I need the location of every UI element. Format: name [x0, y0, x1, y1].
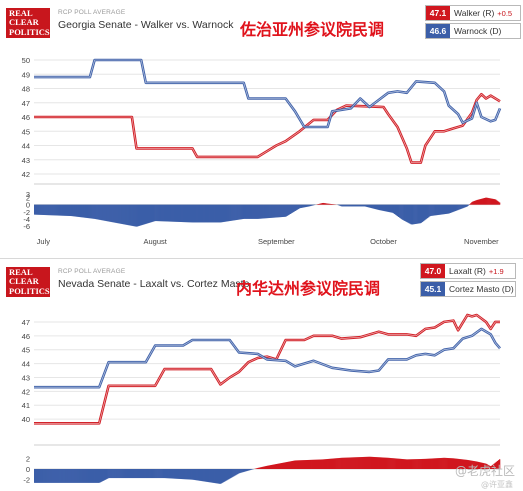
- y-tick-label: 46: [22, 332, 30, 341]
- y-tick-label: 44: [22, 360, 30, 369]
- x-tick-label: September: [258, 237, 295, 246]
- legend-rep-name: Laxalt (R): [449, 266, 486, 276]
- spread-tick-label: -6: [23, 222, 30, 231]
- x-tick-label: November: [464, 237, 499, 246]
- legend: 47.0 Laxalt (R)+1.9 45.1 Cortez Masto (D…: [420, 263, 516, 299]
- y-tick-label: 42: [22, 170, 30, 179]
- y-tick-label: 41: [22, 401, 30, 410]
- y-tick-label: 40: [22, 415, 30, 424]
- legend-dem: 46.6 Warnock (D): [425, 23, 521, 39]
- x-tick-label: July: [37, 237, 51, 246]
- poll-average-label: RCP POLL AVERAGE: [58, 9, 125, 16]
- series-line: [34, 94, 500, 162]
- y-tick-label: 49: [22, 70, 30, 79]
- y-tick-label: 45: [22, 127, 30, 136]
- legend-rep-spread: +1.9: [489, 267, 504, 276]
- y-tick-label: 46: [22, 113, 30, 122]
- chinese-title: 佐治亚州参议院民调: [240, 16, 384, 40]
- poll-average-label: RCP POLL AVERAGE: [58, 268, 125, 275]
- series-line: [34, 315, 500, 423]
- georgia-poll-panel: REAL CLEAR POLITICS RCP POLL AVERAGE Geo…: [0, 0, 523, 256]
- chinese-title: 内华达州参议院民调: [236, 275, 380, 299]
- series-line: [34, 329, 500, 387]
- legend-dem: 45.1 Cortez Masto (D): [420, 281, 516, 297]
- rcp-logo: REAL CLEAR POLITICS: [6, 8, 50, 38]
- x-tick-label: October: [370, 237, 397, 246]
- nevada-poll-panel: REAL CLEAR POLITICS RCP POLL AVERAGE Nev…: [0, 258, 523, 491]
- spread-bar: [499, 203, 500, 205]
- legend-rep-value: 47.0: [421, 264, 445, 278]
- legend-dem-name: Warnock (D): [454, 26, 501, 36]
- legend-dem-value: 46.6: [426, 24, 450, 38]
- y-tick-label: 47: [22, 99, 30, 108]
- legend-dem-value: 45.1: [421, 282, 445, 296]
- legend-rep: 47.1 Walker (R)+0.5: [425, 5, 521, 21]
- legend-rep: 47.0 Laxalt (R)+1.9: [420, 263, 516, 279]
- x-tick-label: August: [143, 237, 167, 246]
- y-tick-label: 44: [22, 142, 30, 151]
- legend-rep-name: Walker (R): [454, 8, 494, 18]
- nevada-chart: 47 46 45 44 43 42 41 40 2 0 -2: [0, 307, 523, 491]
- spread-tick-label: 0: [26, 465, 30, 474]
- y-tick-label: 50: [22, 56, 30, 65]
- rcp-logo: REAL CLEAR POLITICS: [6, 267, 50, 297]
- y-tick-label: 45: [22, 346, 30, 355]
- y-tick-label: 47: [22, 318, 30, 327]
- spread-tick-label: 2: [26, 454, 30, 463]
- race-title: Nevada Senate - Laxalt vs. Cortez Masto: [58, 278, 249, 290]
- y-tick-label: 43: [22, 156, 30, 165]
- legend-rep-spread: +0.5: [497, 9, 512, 18]
- legend: 47.1 Walker (R)+0.5 46.6 Warnock (D): [425, 5, 521, 41]
- watermark: @老虎社区: [455, 462, 515, 479]
- legend-dem-name: Cortez Masto (D): [449, 284, 514, 294]
- y-tick-label: 43: [22, 373, 30, 382]
- watermark-sub: @许亚鑫: [481, 479, 513, 490]
- spread-tick-label: -2: [23, 476, 30, 485]
- y-tick-label: 42: [22, 387, 30, 396]
- legend-rep-value: 47.1: [426, 6, 450, 20]
- y-tick-label: 48: [22, 85, 30, 94]
- race-title: Georgia Senate - Walker vs. Warnock: [58, 19, 233, 31]
